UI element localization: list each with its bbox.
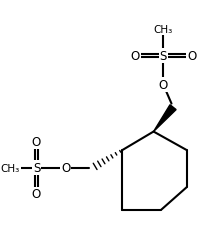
Text: CH₃: CH₃ [154,25,173,35]
Text: O: O [130,50,140,63]
Polygon shape [154,105,176,132]
Text: S: S [160,50,167,63]
Text: O: O [32,135,41,148]
Text: O: O [159,79,168,92]
Text: S: S [33,161,40,174]
Text: CH₃: CH₃ [0,163,20,173]
Text: O: O [187,50,196,63]
Text: O: O [32,188,41,201]
Text: O: O [61,161,70,174]
